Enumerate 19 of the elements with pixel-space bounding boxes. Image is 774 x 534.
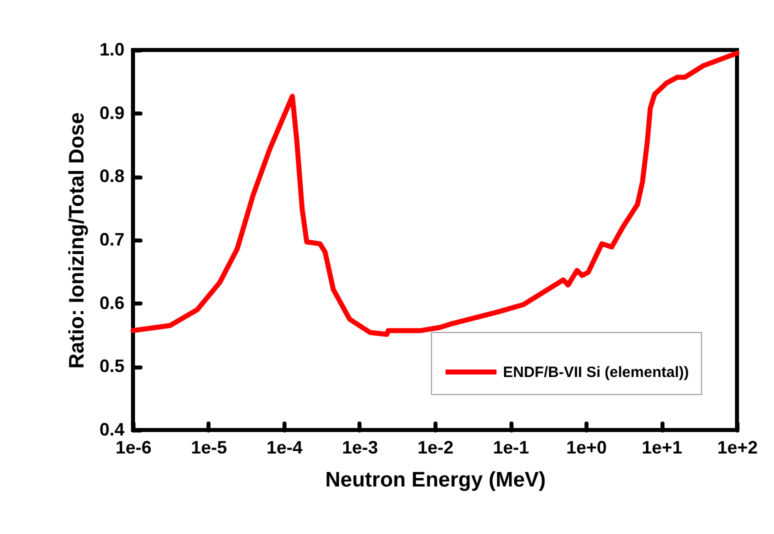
x-tick-label: 1e-5 xyxy=(190,438,228,458)
x-tick-label: 1e-6 xyxy=(115,438,152,458)
y-tick-label: 0.8 xyxy=(99,166,124,186)
y-axis-title: Ratio: Ionizing/Total Dose xyxy=(65,112,88,369)
y-tick-label: 0.9 xyxy=(99,102,124,123)
legend-label: ENDF/B-VII Si (elemental)) xyxy=(503,364,689,381)
x-tick-label: 1e+0 xyxy=(566,438,607,458)
y-tick-label: 0.6 xyxy=(99,292,124,313)
x-tick-label: 1e-2 xyxy=(417,438,454,458)
x-axis-title: Neutron Energy (MeV) xyxy=(325,468,546,492)
x-tick-label: 1e-3 xyxy=(342,438,378,458)
y-tick-label: 0.5 xyxy=(99,356,124,376)
y-tick-label: 0.4 xyxy=(99,420,124,440)
x-tick-label: 1e+2 xyxy=(717,438,758,458)
x-tick-label: 1e+1 xyxy=(642,438,682,458)
y-tick-label: 0.7 xyxy=(99,230,124,250)
x-tick-label: 1e-4 xyxy=(266,438,303,458)
x-tick-label: 1e-1 xyxy=(492,438,530,458)
y-tick-label: 1.0 xyxy=(99,40,124,60)
